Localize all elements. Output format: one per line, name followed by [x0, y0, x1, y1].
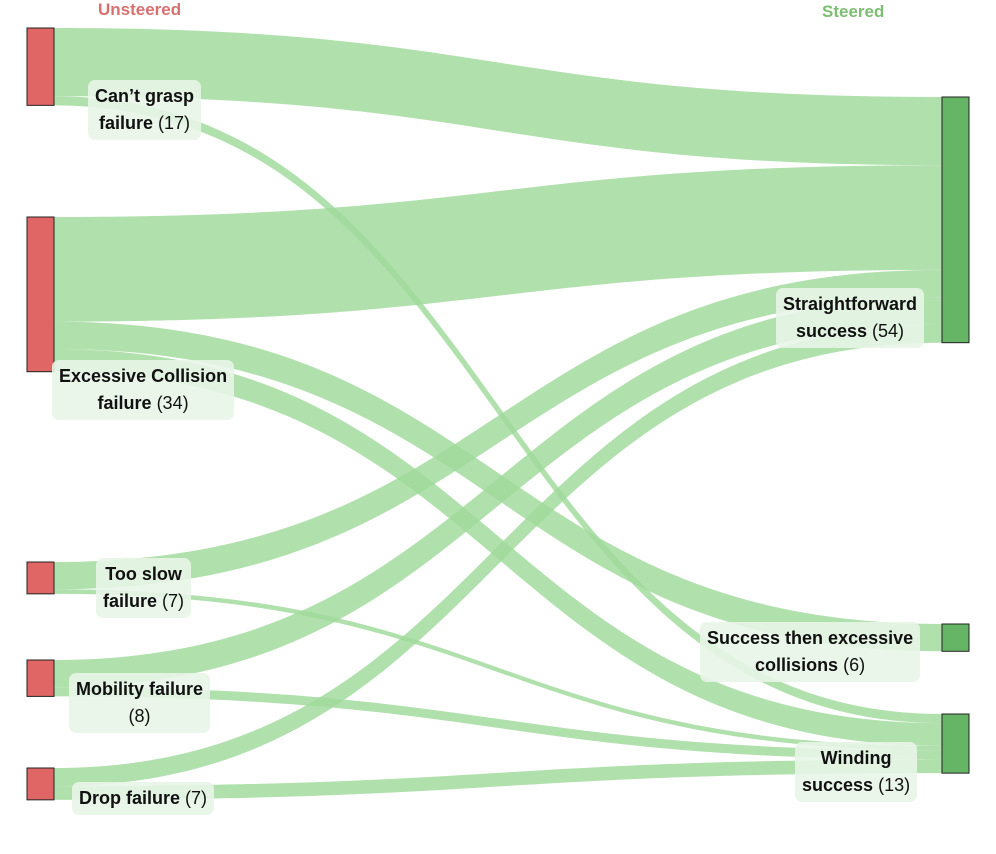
link-drop-winding — [54, 759, 942, 800]
link-cant_grasp-winding — [54, 96, 942, 724]
label-text: Straightforward — [783, 294, 918, 314]
label-too-slow: Too slow failure (7) — [96, 558, 192, 618]
node-mobility — [26, 659, 55, 697]
link-too_slow-straightforward — [54, 269, 942, 590]
node-too_slow — [26, 561, 55, 595]
label-text: failure — [103, 591, 158, 611]
link-drop-straightforward — [54, 324, 942, 787]
label-text: Too slow — [105, 564, 182, 584]
unsteered-header: Unsteered — [98, 0, 182, 19]
node-excessive_collision — [26, 216, 55, 373]
label-text: Winding — [820, 748, 892, 768]
label-text: success — [802, 775, 874, 795]
link-group — [54, 28, 942, 800]
label-count: (6) — [843, 655, 866, 675]
label-count: (7) — [185, 788, 208, 808]
label-count: (34) — [156, 393, 189, 413]
node-group — [26, 27, 970, 801]
label-text: Excessive Collision — [59, 366, 228, 386]
label-text: Can’t grasp — [95, 86, 195, 106]
label-cant-grasp: Can’t grasp failure (17) — [88, 80, 202, 140]
label-text: Success then excessive — [707, 628, 914, 648]
node-cant_grasp — [26, 27, 55, 106]
label-text: Mobility failure — [76, 679, 204, 699]
label-text: collisions — [755, 655, 839, 675]
label-mobility: Mobility failure (8) — [69, 673, 211, 733]
steered-header: Steered — [822, 2, 885, 21]
label-count: (17) — [158, 113, 191, 133]
link-too_slow-winding — [54, 589, 942, 751]
label-winding: Winding success (13) — [795, 742, 918, 802]
label-excessive-collision: Excessive Collision failure (34) — [52, 360, 235, 420]
label-drop: Drop failure (7) — [72, 782, 215, 815]
link-mobility-straightforward — [54, 297, 942, 688]
link-excessive_collision-straightforward — [54, 165, 942, 322]
label-count: (7) — [162, 591, 185, 611]
label-count: (54) — [872, 321, 905, 341]
label-straightforward: Straightforward success (54) — [776, 288, 925, 348]
label-text: Drop failure — [79, 788, 181, 808]
node-success_then_collisions — [941, 623, 970, 652]
label-text: failure — [98, 113, 154, 133]
label-text: success — [795, 321, 868, 341]
label-count: (8) — [128, 706, 151, 726]
node-winding — [941, 713, 970, 774]
link-cant_grasp-straightforward — [54, 28, 942, 166]
node-straightforward — [941, 96, 970, 344]
label-count: (13) — [878, 775, 911, 795]
label-text: failure — [97, 393, 152, 413]
label-success-then-collisions: Success then excessive collisions (6) — [700, 622, 921, 682]
node-drop — [26, 767, 55, 801]
link-mobility-winding — [54, 687, 942, 760]
